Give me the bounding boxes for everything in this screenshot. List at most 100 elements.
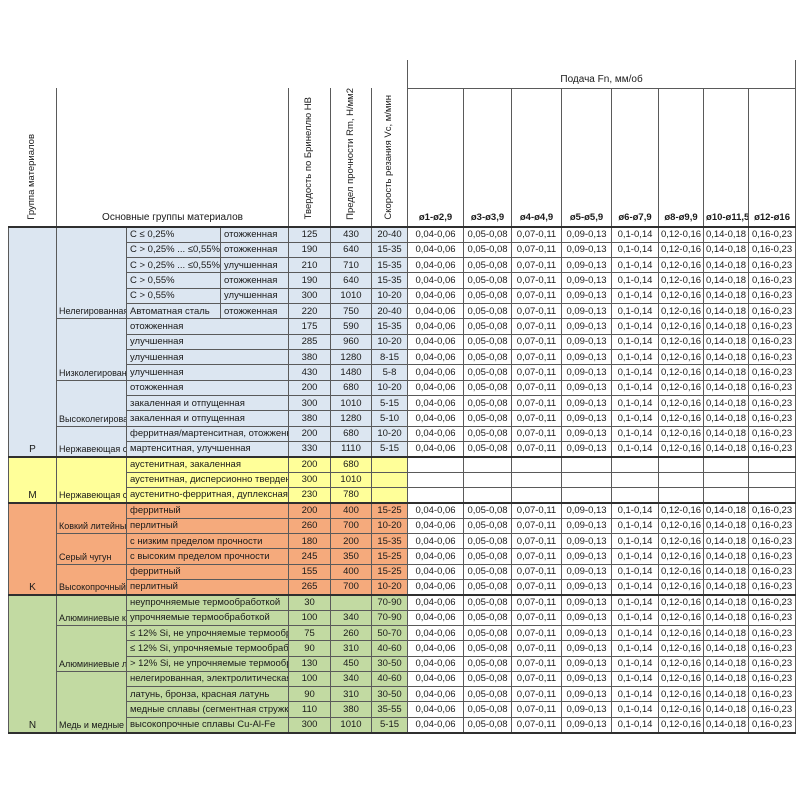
feed-value-cell [611, 471, 660, 488]
material-subtype-cell: нелегированная, электролитическая медь [126, 670, 289, 688]
feed-value-cell: 0,04-0,06 [407, 609, 465, 626]
feed-value-cell: 0,05-0,08 [463, 686, 513, 703]
cutting-speed-cell: 15-25 [370, 548, 409, 565]
feed-value-cell: 0,09-0,13 [561, 517, 613, 534]
feed-value-cell [748, 471, 797, 488]
feed-value-cell: 0,09-0,13 [561, 379, 613, 396]
cutting-speed-cell: 10-20 [370, 287, 409, 304]
strength-value-cell: 350 [330, 548, 372, 565]
feed-value-cell: 0,12-0,16 [658, 624, 705, 642]
feed-value-cell: 0,07-0,11 [511, 256, 563, 274]
feed-value-cell: 0,04-0,06 [407, 593, 465, 611]
cutting-data-table: Подача Fn, мм/об Группа материалов Основ… [8, 60, 797, 734]
hardness-value-cell: 200 [288, 425, 331, 442]
strength-value-cell: 590 [330, 318, 372, 335]
feed-value-cell: 0,07-0,11 [511, 364, 563, 381]
feed-value-cell: 0,14-0,18 [703, 501, 750, 519]
feed-value-cell: 0,09-0,13 [561, 394, 613, 412]
hardness-value-cell: 100 [288, 609, 331, 626]
feed-value-cell: 0,1-0,14 [611, 701, 660, 718]
feed-value-cell: 0,04-0,06 [407, 686, 465, 703]
feed-value-cell: 0,09-0,13 [561, 256, 613, 274]
cutting-speed-cell: 10-20 [370, 379, 409, 396]
feed-value-cell: 0,16-0,23 [748, 241, 797, 258]
feed-value-cell: 0,16-0,23 [748, 348, 797, 366]
feed-value-cell: 0,04-0,06 [407, 563, 465, 580]
hardness-value-cell: 260 [288, 517, 331, 534]
feed-value-cell [748, 486, 797, 504]
feed-value-cell [561, 486, 613, 504]
feed-value-cell: 0,04-0,06 [407, 241, 465, 258]
feed-value-cell: 0,14-0,18 [703, 302, 750, 320]
feed-value-cell: 0,12-0,16 [658, 716, 705, 734]
hardness-value-cell: 200 [288, 379, 331, 396]
feed-value-cell: 0,1-0,14 [611, 394, 660, 412]
cutting-speed-cell: 30-50 [370, 686, 409, 703]
feed-value-cell: 0,1-0,14 [611, 640, 660, 657]
feed-value-cell: 0,14-0,18 [703, 686, 750, 703]
feed-value-cell: 0,04-0,06 [407, 348, 465, 366]
feed-value-cell: 0,12-0,16 [658, 410, 705, 427]
feed-value-cell: 0,1-0,14 [611, 517, 660, 534]
feed-value-cell: 0,04-0,06 [407, 501, 465, 519]
group-letter-cell: M [8, 455, 57, 504]
feed-value-cell: 0,12-0,16 [658, 578, 705, 596]
feed-value-cell: 0,07-0,11 [511, 701, 563, 718]
material-subtype-cell: отожженная [126, 318, 289, 335]
feed-value-cell: 0,07-0,11 [511, 348, 563, 366]
feed-value-cell: 0,07-0,11 [511, 287, 563, 304]
feed-value-cell: 0,07-0,11 [511, 425, 563, 442]
cutting-speed-cell: 15-35 [370, 532, 409, 550]
feed-value-cell: 0,1-0,14 [611, 425, 660, 442]
feed-value-cell: 0,12-0,16 [658, 686, 705, 703]
feed-value-cell [658, 455, 705, 473]
cutting-speed-cell [370, 455, 409, 473]
strength-column-label: Предел прочности Rm, Н/мм2 [344, 88, 356, 220]
feed-value-cell: 0,16-0,23 [748, 425, 797, 442]
strength-value-cell: 340 [330, 609, 372, 626]
feed-value-cell: 0,14-0,18 [703, 517, 750, 534]
feed-value-cell [561, 471, 613, 488]
hardness-column-label: Твердость по Бринеллю HB [303, 97, 315, 220]
strength-value-cell: 700 [330, 517, 372, 534]
hardness-value-cell: 210 [288, 256, 331, 274]
material-subtype-cell: мартенситная, улучшенная [126, 440, 289, 458]
cutting-speed-cell: 30-50 [370, 655, 409, 672]
strength-value-cell: 1480 [330, 364, 372, 381]
feed-value-cell: 0,09-0,13 [561, 501, 613, 519]
material-subtype-cell: C > 0,25% ... ≤0,55% [126, 241, 221, 258]
feed-value-cell: 0,07-0,11 [511, 440, 563, 458]
feed-value-cell: 0,12-0,16 [658, 640, 705, 657]
feed-value-cell: 0,05-0,08 [463, 548, 513, 565]
hardness-value-cell: 155 [288, 563, 331, 580]
feed-value-cell [407, 471, 465, 488]
strength-value-cell: 640 [330, 272, 372, 289]
treatment-state-cell: отожженная [220, 226, 289, 243]
feed-value-cell: 0,1-0,14 [611, 609, 660, 626]
feed-value-cell: 0,07-0,11 [511, 241, 563, 258]
feed-value-cell: 0,12-0,16 [658, 609, 705, 626]
material-subtype-cell: аустенитно-ферритная, дуплексная [126, 486, 289, 504]
feed-value-cell: 0,05-0,08 [463, 563, 513, 580]
cutting-speed-cell: 10-20 [370, 425, 409, 442]
material-group-column-header: Группа материалов [8, 88, 57, 228]
feed-value-cell: 0,14-0,18 [703, 425, 750, 442]
feed-value-cell: 0,14-0,18 [703, 333, 750, 350]
feed-value-cell: 0,09-0,13 [561, 532, 613, 550]
feed-value-cell: 0,05-0,08 [463, 578, 513, 596]
cutting-speed-cell: 15-35 [370, 318, 409, 335]
feed-value-cell: 0,12-0,16 [658, 532, 705, 550]
hardness-value-cell: 180 [288, 532, 331, 550]
speed-column-label: Скорость резания Vc, м/мин [383, 95, 395, 220]
feed-value-cell [611, 486, 660, 504]
feed-value-cell: 0,16-0,23 [748, 410, 797, 427]
feed-value-cell: 0,14-0,18 [703, 226, 750, 243]
feed-value-cell: 0,04-0,06 [407, 517, 465, 534]
feed-value-cell: 0,05-0,08 [463, 318, 513, 335]
feed-value-cell: 0,1-0,14 [611, 532, 660, 550]
feed-value-cell: 0,1-0,14 [611, 593, 660, 611]
material-group-cell: Алюминиевые литейные сплавы [56, 624, 127, 672]
feed-value-cell: 0,07-0,11 [511, 716, 563, 734]
material-subtype-cell: медные сплавы (сегментная стружка) [126, 701, 289, 718]
strength-value-cell: 310 [330, 686, 372, 703]
